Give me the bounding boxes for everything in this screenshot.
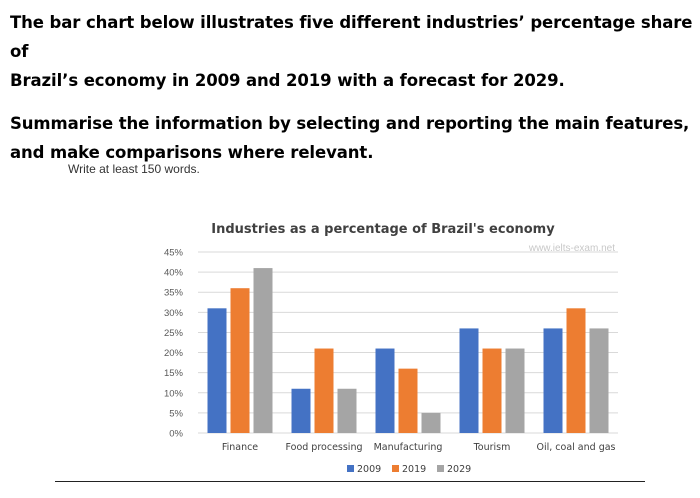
prompt-paragraph-1: The bar chart below illustrates five dif… <box>10 8 694 95</box>
bottom-divider <box>55 481 645 482</box>
watermark-text: www.ielts-exam.net <box>528 243 615 254</box>
word-count-instruction: Write at least 150 words. <box>68 162 200 176</box>
bars <box>207 268 609 433</box>
x-tick-label: Tourism <box>473 442 511 453</box>
legend-swatch <box>347 465 354 472</box>
bar-2009 <box>207 308 227 433</box>
legend: 2009 2019 2029 <box>347 464 471 475</box>
bar-2019 <box>230 288 250 433</box>
bar-2029 <box>337 388 357 433</box>
x-tick-label: Manufacturing <box>374 442 443 453</box>
prompt-line-1: The bar chart below illustrates five dif… <box>10 13 693 61</box>
bar-2009 <box>459 328 479 433</box>
bar-2019 <box>398 368 418 433</box>
y-tick-label: 20% <box>164 348 184 359</box>
task-prompt: The bar chart below illustrates five dif… <box>10 8 694 167</box>
y-tick-label: 30% <box>164 308 184 319</box>
bar-2009 <box>375 348 395 433</box>
y-tick-label: 45% <box>164 248 184 259</box>
bar-2029 <box>589 328 609 433</box>
legend-label: 2019 <box>402 464 426 475</box>
bar-2029 <box>253 268 273 433</box>
legend-swatch <box>392 465 399 472</box>
x-tick-label: Oil, coal and gas <box>536 442 615 453</box>
bar-2009 <box>291 388 311 433</box>
y-tick-label: 35% <box>164 288 184 299</box>
bar-2029 <box>505 348 525 433</box>
x-axis-labels: Finance Food processing Manufacturing Touri… <box>222 442 616 453</box>
bar-2029 <box>421 412 441 433</box>
y-tick-label: 5% <box>169 408 183 419</box>
prompt-line-3: Summarise the information by selecting a… <box>10 114 690 133</box>
chart-container: Industries as a percentage of Brazil's e… <box>150 190 640 482</box>
y-tick-label: 25% <box>164 328 184 339</box>
chart-title: Industries as a percentage of Brazil's e… <box>211 222 555 237</box>
bar-2009 <box>543 328 563 433</box>
prompt-line-4: and make comparisons where relevant. <box>10 143 374 162</box>
x-tick-label: Finance <box>222 442 258 453</box>
y-tick-label: 0% <box>169 429 183 440</box>
bar-2019 <box>314 348 334 433</box>
x-tick-label: Food processing <box>286 442 363 453</box>
prompt-paragraph-2: Summarise the information by selecting a… <box>10 109 694 167</box>
y-tick-label: 15% <box>164 368 184 379</box>
prompt-line-2: Brazil’s economy in 2009 and 2019 with a… <box>10 71 565 90</box>
y-axis-ticks: 0% 5% 10% 15% 20% 25% 30% 35% 40% 45% <box>164 248 184 440</box>
legend-label: 2009 <box>357 464 381 475</box>
y-tick-label: 40% <box>164 268 184 279</box>
bar-2019 <box>566 308 586 433</box>
legend-swatch <box>437 465 444 472</box>
bar-chart: Industries as a percentage of Brazil's e… <box>150 190 640 482</box>
y-tick-label: 10% <box>164 388 184 399</box>
bar-2019 <box>482 348 502 433</box>
legend-label: 2029 <box>447 464 471 475</box>
